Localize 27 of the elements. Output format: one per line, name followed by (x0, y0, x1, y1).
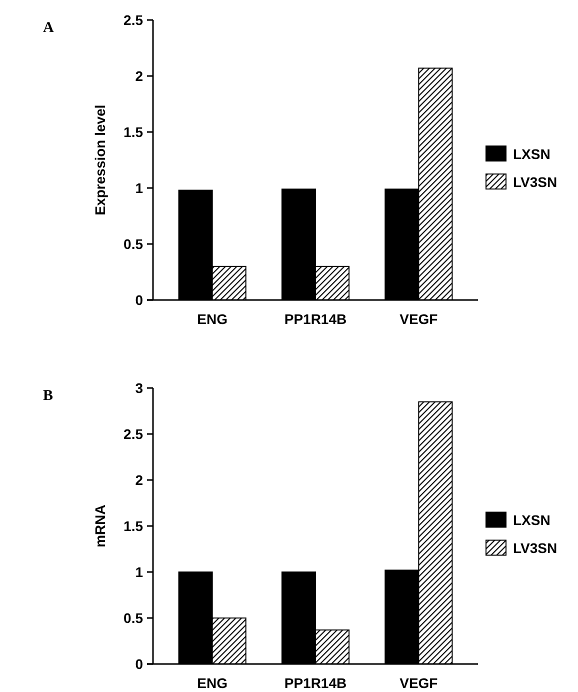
y-tick-label: 1.5 (124, 518, 144, 534)
legend-label: LV3SN (513, 540, 558, 556)
legend-label: LXSN (513, 512, 550, 528)
y-tick-label: 0 (135, 292, 144, 308)
x-tick-label: ENG (197, 311, 228, 327)
y-tick-label: 0 (135, 656, 144, 672)
x-tick-label: PP1R14B (284, 675, 347, 691)
y-tick-label: 1 (135, 564, 144, 580)
y-axis-title: mRNA (92, 504, 108, 548)
chart-title: A (43, 20, 54, 36)
y-tick-label: 0.5 (124, 610, 144, 626)
y-axis-title: Expression level (92, 104, 108, 216)
chart-title: B (43, 388, 54, 404)
y-tick-label: 2 (135, 472, 144, 488)
y-tick-label: 3 (135, 380, 144, 396)
y-tick-label: 2 (135, 68, 144, 84)
y-tick-label: 2.5 (124, 12, 144, 28)
y-tick-label: 1 (135, 180, 144, 196)
x-tick-label: VEGF (400, 311, 438, 327)
y-tick-label: 2.5 (124, 426, 144, 442)
legend-label: LV3SN (513, 174, 558, 190)
x-tick-label: VEGF (400, 675, 438, 691)
x-tick-label: PP1R14B (284, 311, 347, 327)
legend-label: LXSN (513, 146, 550, 162)
x-tick-label: ENG (197, 675, 228, 691)
y-tick-label: 1.5 (124, 124, 144, 140)
y-tick-label: 0.5 (124, 236, 144, 252)
